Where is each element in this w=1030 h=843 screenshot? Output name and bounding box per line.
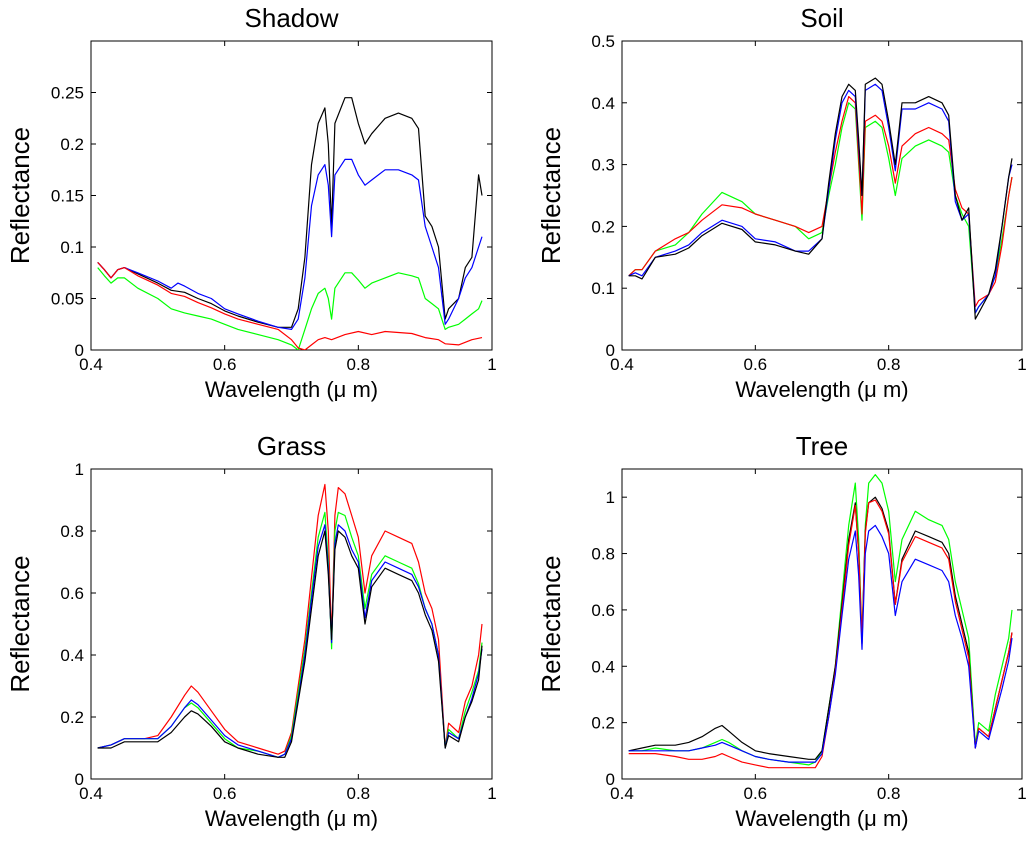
y-axis-label: Reflectance [536,127,566,264]
chart-title: Soil [800,3,843,33]
series-line [628,499,1013,769]
x-tick-label: 0.8 [347,355,371,374]
chart-title: Tree [796,431,849,461]
subplot-shadow: 0.4 0.6 0.8 1 0 0.05 0.1 0.15 0.2 0.25 Shadow Wavel… [5,3,497,402]
y-axis-label: Reflectance [536,555,566,692]
y-tick-label: 0.2 [60,135,84,154]
y-tick-label: 0 [75,341,84,360]
series-line [628,95,1013,308]
series-line [628,524,1013,763]
series-line [97,267,483,350]
x-tick-label: 0.4 [610,784,634,803]
y-tick-label: 0.6 [60,584,84,603]
subplot-grass: 0.4 0.6 0.8 1 0 0.2 0.4 0.6 0.8 1 Grass Wavelength … [5,431,497,831]
series-group [628,474,1013,769]
series-line [628,102,1013,314]
series-line [97,511,483,758]
y-tick-label: 1 [606,488,615,507]
y-tick-label: 0.1 [60,238,84,257]
series-line [97,261,483,350]
series-group [97,483,483,758]
y-tick-label: 0.8 [60,522,84,541]
plot-area [90,468,493,780]
x-tick-label: 0.4 [79,784,103,803]
x-axis-label: Wavelength (μ m) [735,377,908,402]
y-tick-label: 0.3 [591,156,615,175]
x-tick-label: 0.8 [877,784,901,803]
series-line [97,530,483,758]
subplot-tree: 0.4 0.6 0.8 1 0 0.2 0.4 0.6 0.8 1 Tree Wavelength (… [536,431,1027,831]
y-tick-label: 0 [606,770,615,789]
y-tick-label: 0.5 [591,32,615,51]
x-tick-label: 0.6 [744,784,768,803]
series-line [628,474,1013,766]
series-line [97,97,483,328]
y-tick-label: 0.25 [51,84,84,103]
subplot-soil: 0.4 0.6 0.8 1 0 0.1 0.2 0.3 0.4 0.5 Soil Wavelength… [536,3,1027,402]
y-tick-label: 0.4 [591,94,615,113]
x-tick-label: 0.6 [213,355,237,374]
series-group [628,77,1013,320]
y-tick-label: 0.4 [591,657,615,676]
x-tick-label: 1 [487,355,496,374]
x-tick-label: 1 [1017,784,1026,803]
y-tick-label: 0.05 [51,290,84,309]
series-line [97,524,483,758]
x-tick-label: 0.4 [610,355,634,374]
y-tick-label: 0 [75,770,84,789]
series-line [628,83,1013,314]
x-tick-label: 0.6 [744,355,768,374]
y-axis-label: Reflectance [5,555,35,692]
chart-title: Shadow [245,3,339,33]
y-tick-label: 0.2 [591,714,615,733]
y-tick-label: 0.4 [60,646,84,665]
y-tick-label: 0.2 [591,217,615,236]
x-tick-label: 0.6 [213,784,237,803]
y-tick-label: 0.8 [591,545,615,564]
x-tick-label: 0.4 [79,355,103,374]
series-line [628,77,1013,320]
series-line [97,483,483,755]
y-tick-label: 1 [75,460,84,479]
y-tick-label: 0.2 [60,708,84,727]
series-group [97,97,483,350]
series-line [97,158,483,330]
x-axis-label: Wavelength (μ m) [205,806,378,831]
chart-title: Grass [257,431,326,461]
plot-area [621,40,1023,351]
y-tick-label: 0.1 [591,279,615,298]
series-line [628,496,1013,760]
x-axis-label: Wavelength (μ m) [205,377,378,402]
x-tick-label: 1 [1017,355,1026,374]
x-tick-label: 0.8 [347,784,371,803]
y-axis-label: Reflectance [5,127,35,264]
y-tick-label: 0.6 [591,601,615,620]
y-tick-label: 0.15 [51,187,84,206]
plot-area [621,468,1023,780]
x-axis-label: Wavelength (μ m) [735,806,908,831]
x-tick-label: 0.8 [877,355,901,374]
y-tick-label: 0 [606,341,615,360]
x-tick-label: 1 [487,784,496,803]
